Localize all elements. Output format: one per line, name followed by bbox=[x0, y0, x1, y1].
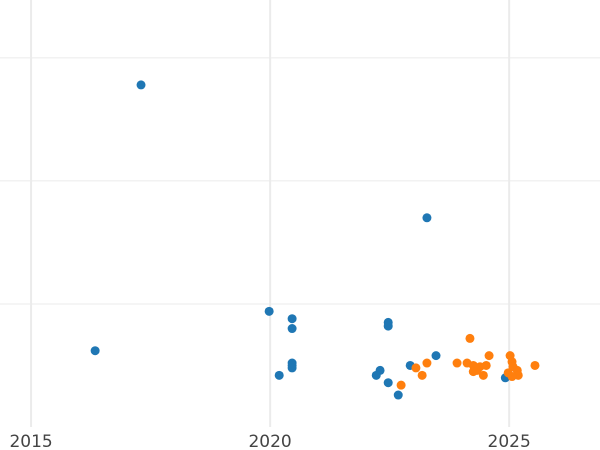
data-point-series-1 bbox=[507, 372, 517, 382]
data-point-series-1 bbox=[478, 370, 488, 380]
data-point-series-0 bbox=[287, 324, 297, 334]
data-point-series-0 bbox=[431, 351, 441, 361]
x-tick-label: 2025 bbox=[488, 432, 531, 450]
data-point-series-1 bbox=[530, 360, 540, 370]
data-point-series-0 bbox=[136, 80, 146, 90]
data-point-series-1 bbox=[452, 358, 462, 368]
data-point-series-1 bbox=[396, 380, 406, 390]
points bbox=[90, 80, 540, 400]
x-tick-label: 2015 bbox=[9, 432, 52, 450]
data-point-series-0 bbox=[90, 346, 100, 356]
data-point-series-0 bbox=[383, 378, 393, 388]
data-point-series-0 bbox=[393, 390, 403, 400]
data-point-series-1 bbox=[411, 363, 421, 373]
x-axis-ticks: 2015 2020 2025 bbox=[9, 432, 530, 450]
data-point-series-0 bbox=[287, 363, 297, 373]
data-point-series-0 bbox=[274, 370, 284, 380]
data-point-series-1 bbox=[481, 360, 491, 370]
data-point-series-1 bbox=[417, 370, 427, 380]
data-point-series-0 bbox=[422, 213, 432, 223]
data-point-series-0 bbox=[264, 306, 274, 316]
data-point-series-0 bbox=[371, 370, 381, 380]
data-point-series-1 bbox=[468, 367, 478, 377]
grid bbox=[0, 0, 600, 427]
data-point-series-1 bbox=[484, 351, 494, 361]
data-point-series-1 bbox=[465, 333, 475, 343]
data-point-series-1 bbox=[422, 358, 432, 368]
data-point-series-0 bbox=[287, 314, 297, 324]
data-point-series-0 bbox=[383, 321, 393, 331]
x-tick-label: 2020 bbox=[248, 432, 291, 450]
